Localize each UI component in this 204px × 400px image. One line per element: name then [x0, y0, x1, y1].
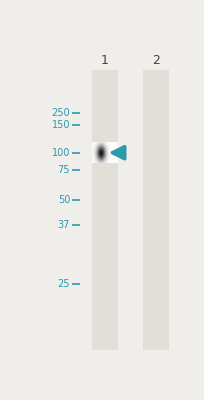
- Text: 2: 2: [151, 54, 159, 67]
- Bar: [142, 70, 168, 350]
- Text: 37: 37: [58, 220, 70, 230]
- Bar: [92, 70, 117, 350]
- Text: 1: 1: [101, 54, 109, 67]
- Text: 250: 250: [51, 108, 70, 118]
- Text: 25: 25: [57, 279, 70, 289]
- Text: 100: 100: [51, 148, 70, 158]
- Text: 150: 150: [51, 120, 70, 130]
- Text: 75: 75: [57, 165, 70, 175]
- Text: 50: 50: [58, 196, 70, 206]
